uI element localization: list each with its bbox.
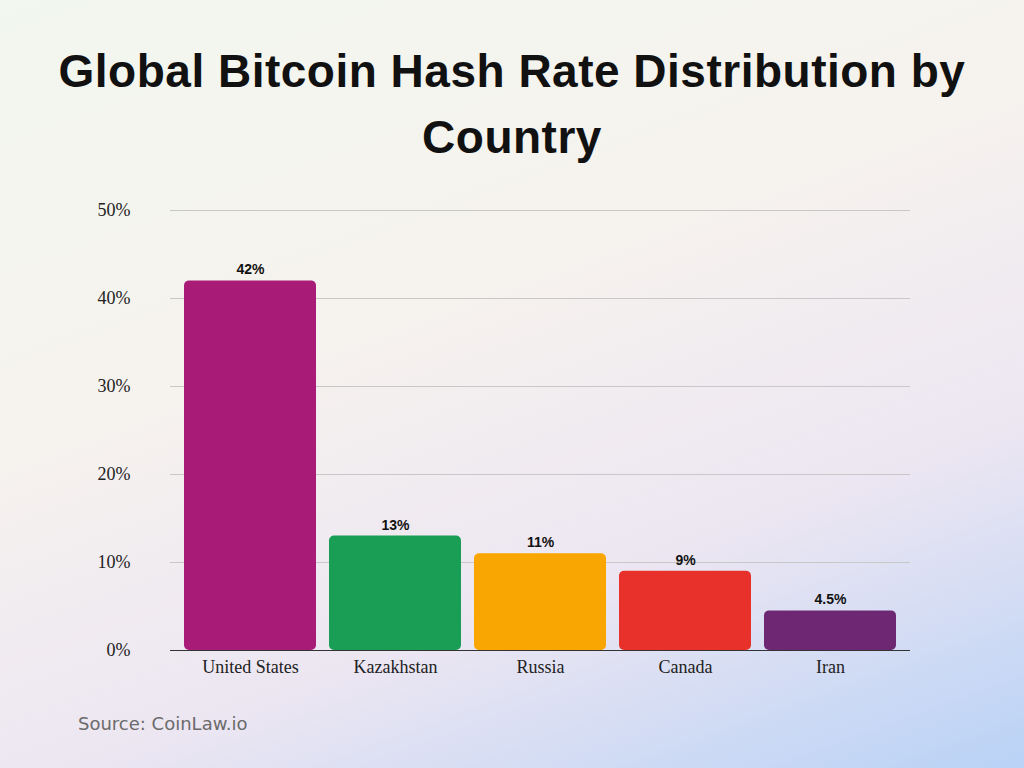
html-text:Global Bitcoin Hash Rate Distr: Global Bitcoin Hash Rate Distribution by… — [58, 45, 966, 163]
svg-text:13%: 13% — [381, 517, 410, 533]
svg-text:Russia: Russia — [516, 657, 564, 677]
svg-text:11%: 11% — [527, 534, 555, 550]
svg-text:42%: 42% — [236, 261, 265, 277]
svg-text:United States: United States — [202, 657, 299, 677]
svg-text:10%: 10% — [98, 552, 131, 572]
svg-text:40%: 40% — [98, 288, 131, 308]
svg-text:20%: 20% — [98, 464, 131, 484]
svg-text:30%: 30% — [98, 376, 131, 396]
html-text:Source: CoinLaw.io: Source: CoinLaw.io — [78, 713, 248, 734]
svg-text:9%: 9% — [675, 552, 696, 568]
svg-text:0%: 0% — [107, 640, 131, 660]
svg-text:Canada: Canada — [659, 657, 713, 677]
svg-text:4.5%: 4.5% — [815, 591, 847, 607]
svg-text:Kazakhstan: Kazakhstan — [354, 657, 438, 677]
svg-text:Iran: Iran — [816, 657, 845, 677]
svg-text:50%: 50% — [98, 200, 131, 220]
